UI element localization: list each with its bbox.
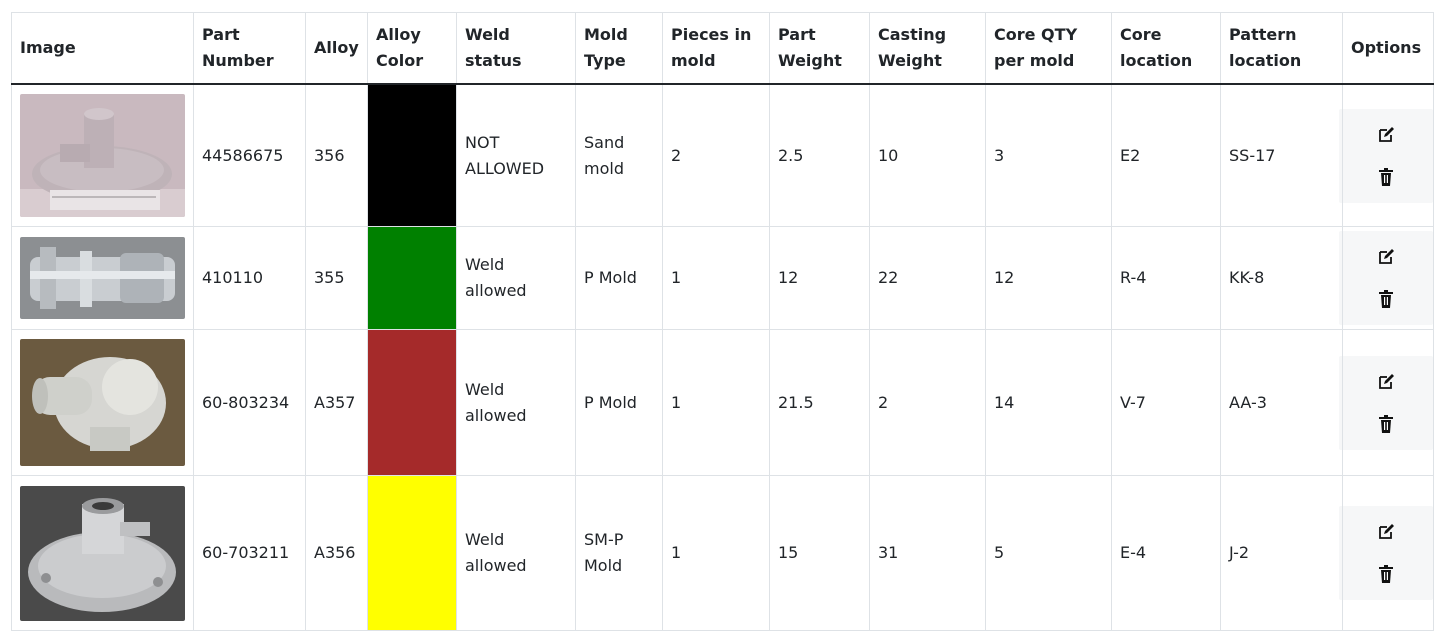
mold-type: P Mold (575, 226, 663, 330)
trash-icon[interactable] (1370, 161, 1402, 193)
part-weight: 12 (769, 226, 870, 330)
weld-status: Weld allowed (456, 475, 576, 631)
casting-weight: 2 (869, 329, 986, 476)
part-image (20, 94, 185, 217)
part-number: 60-803234 (193, 329, 306, 476)
header-core-qty: Core QTY per mold (985, 12, 1112, 85)
core-qty: 3 (985, 83, 1112, 227)
casting-weight: 31 (869, 475, 986, 631)
table-row: 410110 355 Weld allowed P Mold 1 12 22 1… (11, 226, 1434, 330)
alloy: A357 (305, 329, 368, 476)
edit-icon[interactable] (1370, 119, 1402, 151)
header-mold-type: Mold Type (575, 12, 663, 85)
table-row: 44586675 356 NOT ALLOWED Sand mold 2 2.5… (11, 83, 1434, 227)
alloy: A356 (305, 475, 368, 631)
alloy-color-cell (367, 329, 457, 476)
pattern-location: KK-8 (1220, 226, 1343, 330)
trash-icon[interactable] (1370, 558, 1402, 590)
header-alloy-color: Alloy Color (367, 12, 457, 85)
parts-table: Image Part Number Alloy Alloy Color Weld… (11, 12, 1434, 631)
edit-icon[interactable] (1370, 516, 1402, 548)
part-image (20, 485, 185, 621)
header-casting-weight: Casting Weight (869, 12, 986, 85)
alloy: 356 (305, 83, 368, 227)
mold-type: Sand mold (575, 83, 663, 227)
header-pieces-in-mold: Pieces in mold (662, 12, 770, 85)
trash-icon[interactable] (1370, 408, 1402, 440)
part-number: 60-703211 (193, 475, 306, 631)
header-core-location: Core location (1111, 12, 1221, 85)
alloy-color-cell (367, 475, 457, 631)
header-part-weight: Part Weight (769, 12, 870, 85)
part-weight: 15 (769, 475, 870, 631)
part-image (20, 339, 185, 466)
alloy-color-swatch (368, 476, 456, 630)
casting-weight: 22 (869, 226, 986, 330)
part-weight: 2.5 (769, 83, 870, 227)
core-location: E2 (1111, 83, 1221, 227)
options-cell (1339, 329, 1434, 476)
options-cell (1339, 226, 1434, 330)
table-row: 60-803234 A357 Weld allowed P Mold 1 21.… (11, 329, 1434, 476)
edit-icon[interactable] (1370, 241, 1402, 273)
pieces-in-mold: 1 (662, 226, 770, 330)
weld-status: Weld allowed (456, 329, 576, 476)
options-group (1339, 355, 1433, 450)
core-qty: 5 (985, 475, 1112, 631)
core-qty: 14 (985, 329, 1112, 476)
parts-table-container: Image Part Number Alloy Alloy Color Weld… (11, 12, 1434, 631)
options-group (1339, 231, 1433, 325)
alloy-color-swatch (368, 330, 456, 475)
header-part-number: Part Number (193, 12, 306, 85)
weld-status: NOT ALLOWED (456, 83, 576, 227)
core-location: R-4 (1111, 226, 1221, 330)
pattern-location: J-2 (1220, 475, 1343, 631)
options-group (1339, 506, 1433, 600)
alloy: 355 (305, 226, 368, 330)
options-group (1339, 108, 1433, 203)
pieces-in-mold: 1 (662, 329, 770, 476)
part-weight: 21.5 (769, 329, 870, 476)
header-options: Options (1342, 12, 1434, 85)
weld-status: Weld allowed (456, 226, 576, 330)
part-image-cell (11, 329, 194, 476)
part-number: 44586675 (193, 83, 306, 227)
mold-type: P Mold (575, 329, 663, 476)
alloy-color-swatch (368, 227, 456, 329)
pattern-location: AA-3 (1220, 329, 1343, 476)
part-image-cell (11, 83, 194, 227)
core-location: E-4 (1111, 475, 1221, 631)
header-pattern-location: Pattern location (1220, 12, 1343, 85)
header-weld-status: Weld status (456, 12, 576, 85)
mold-type: SM-P Mold (575, 475, 663, 631)
pattern-location: SS-17 (1220, 83, 1343, 227)
edit-icon[interactable] (1370, 366, 1402, 398)
part-image-cell (11, 226, 194, 330)
part-image (20, 237, 185, 319)
header-alloy: Alloy (305, 12, 368, 85)
core-location: V-7 (1111, 329, 1221, 476)
options-cell (1339, 475, 1434, 631)
trash-icon[interactable] (1370, 283, 1402, 315)
table-row: 60-703211 A356 Weld allowed SM-P Mold 1 … (11, 475, 1434, 631)
part-number: 410110 (193, 226, 306, 330)
alloy-color-swatch (368, 85, 456, 226)
pieces-in-mold: 2 (662, 83, 770, 227)
header-image: Image (11, 12, 194, 85)
core-qty: 12 (985, 226, 1112, 330)
part-image-cell (11, 475, 194, 631)
table-header-row: Image Part Number Alloy Alloy Color Weld… (11, 12, 1434, 85)
options-cell (1339, 83, 1434, 227)
alloy-color-cell (367, 226, 457, 330)
casting-weight: 10 (869, 83, 986, 227)
pieces-in-mold: 1 (662, 475, 770, 631)
alloy-color-cell (367, 83, 457, 227)
